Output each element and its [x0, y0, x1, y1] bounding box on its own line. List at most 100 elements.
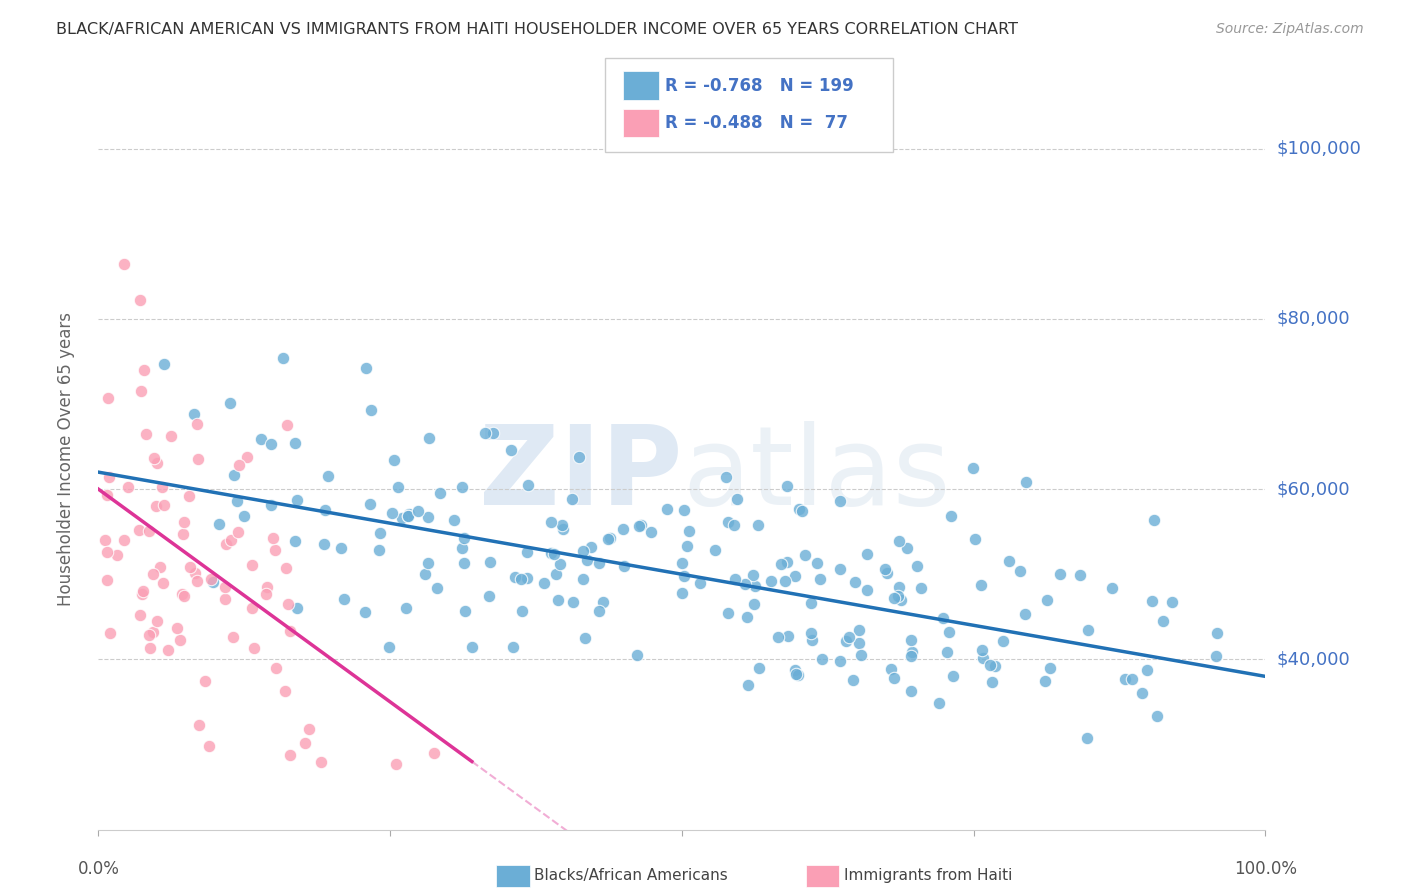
Point [198, 739, 221, 754]
Point [1146, 708, 1168, 723]
Point [481, 426, 503, 441]
Point [571, 544, 593, 558]
Point [478, 589, 501, 603]
Point [673, 503, 696, 517]
Point [242, 641, 264, 656]
Point [285, 601, 308, 615]
Point [1160, 595, 1182, 609]
Point [423, 746, 446, 760]
Point [152, 357, 174, 371]
Point [714, 470, 737, 484]
Point [979, 658, 1001, 673]
Point [443, 513, 465, 527]
Point [453, 556, 475, 570]
Point [152, 576, 174, 591]
Point [378, 640, 401, 654]
Point [748, 661, 770, 675]
Point [856, 582, 879, 597]
Point [391, 511, 413, 525]
Point [851, 648, 873, 663]
Point [510, 604, 533, 618]
Point [93, 533, 115, 548]
Point [725, 492, 748, 507]
Point [962, 461, 984, 475]
Point [166, 621, 188, 635]
Point [613, 559, 636, 574]
Point [179, 559, 201, 574]
Point [276, 417, 298, 432]
Point [572, 572, 595, 586]
Point [785, 664, 807, 678]
Point [354, 606, 377, 620]
Point [384, 453, 406, 467]
Point [194, 674, 217, 689]
Point [429, 485, 451, 500]
Point [387, 480, 409, 494]
Point [938, 625, 960, 640]
Point [129, 384, 152, 399]
Point [277, 597, 299, 611]
Point [1140, 594, 1163, 608]
Point [540, 515, 562, 529]
Point [314, 503, 336, 517]
Point [544, 566, 567, 581]
Point [461, 640, 484, 655]
Point [221, 630, 243, 644]
Point [142, 624, 165, 639]
Point [939, 508, 962, 523]
Point [561, 492, 583, 507]
Point [179, 490, 201, 504]
Point [942, 669, 965, 683]
Text: ZIP: ZIP [478, 421, 682, 528]
Point [599, 531, 621, 545]
Point [993, 634, 1015, 648]
Text: BLACK/AFRICAN AMERICAN VS IMMIGRANTS FROM HAITI HOUSEHOLDER INCOME OVER 65 YEARS: BLACK/AFRICAN AMERICAN VS IMMIGRANTS FRO… [56, 22, 1018, 37]
Point [240, 601, 263, 615]
Text: Source: ZipAtlas.com: Source: ZipAtlas.com [1216, 22, 1364, 37]
Point [98, 626, 121, 640]
Point [280, 747, 302, 762]
Point [112, 533, 135, 547]
Point [900, 649, 922, 664]
Point [502, 640, 524, 654]
Point [936, 645, 959, 659]
Point [501, 443, 523, 458]
Text: 0.0%: 0.0% [77, 860, 120, 878]
Point [406, 504, 429, 518]
Point [274, 560, 297, 574]
Point [873, 562, 896, 576]
Point [200, 572, 222, 586]
Point [142, 450, 165, 465]
Point [1132, 686, 1154, 700]
Point [418, 509, 440, 524]
Point [540, 546, 562, 560]
Point [426, 581, 449, 595]
Point [905, 558, 928, 573]
Point [773, 574, 796, 588]
Point [450, 541, 472, 556]
Point [225, 493, 247, 508]
Point [516, 571, 538, 585]
Point [283, 436, 305, 450]
Point [1114, 673, 1136, 687]
Point [896, 541, 918, 555]
Point [264, 543, 287, 558]
Point [627, 519, 650, 533]
Point [678, 524, 700, 539]
Text: Blacks/African Americans: Blacks/African Americans [534, 869, 728, 883]
Point [972, 651, 994, 665]
Point [218, 395, 240, 409]
Point [215, 537, 238, 551]
Point [1121, 672, 1143, 686]
Point [208, 517, 231, 532]
Point [173, 515, 195, 529]
Point [1076, 731, 1098, 745]
Point [187, 451, 209, 466]
Point [368, 542, 391, 557]
Point [226, 524, 249, 539]
Point [562, 594, 585, 608]
Point [186, 574, 208, 588]
Point [517, 478, 540, 492]
Point [385, 757, 408, 772]
Point [848, 635, 870, 649]
